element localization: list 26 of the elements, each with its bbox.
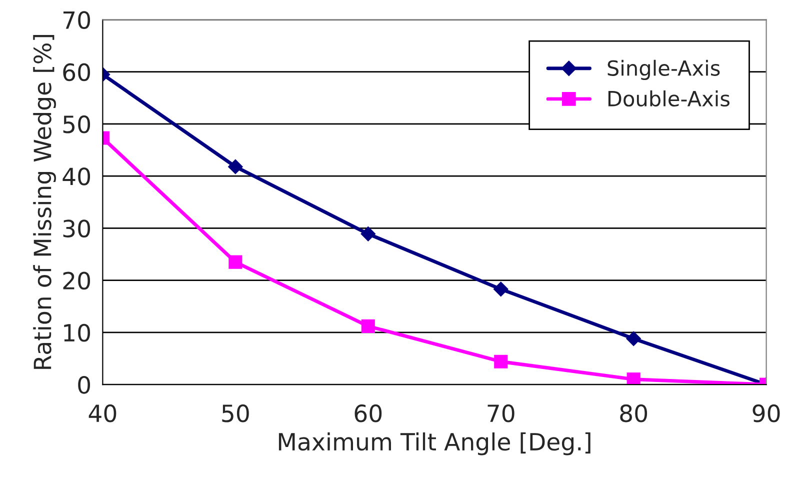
x-tick-label: 80 <box>620 404 648 422</box>
point <box>361 319 375 333</box>
point <box>494 354 508 368</box>
x-tick-label: 50 <box>222 404 249 422</box>
x-tick-label: 40 <box>88 404 116 422</box>
y-tick-label: 50 <box>63 115 90 134</box>
x-tick-label: 60 <box>354 404 382 422</box>
y-tick-label: 10 <box>64 324 90 342</box>
x-axis-title: Maximum Tilt Angle [Deg.] <box>278 432 590 456</box>
y-tick-label: 40 <box>62 168 90 186</box>
y-axis-title: Ration of Missing Wedge [%] <box>33 35 56 369</box>
y-tick-label: 0 <box>78 376 90 394</box>
y-tick-label: 60 <box>63 63 90 82</box>
point <box>493 282 508 297</box>
x-tick-label: 70 <box>488 404 514 422</box>
y-tick-label: 30 <box>63 220 90 238</box>
legend-label: Double-Axis <box>608 90 730 107</box>
point <box>626 372 640 385</box>
x-tick-label: 90 <box>752 404 780 422</box>
point <box>360 226 376 242</box>
point <box>228 159 243 174</box>
legend-label: Single-Axis <box>608 60 720 80</box>
y-tick-label: 70 <box>63 11 90 30</box>
point <box>626 331 641 346</box>
y-tick-label: 20 <box>63 272 90 290</box>
point <box>228 255 242 269</box>
